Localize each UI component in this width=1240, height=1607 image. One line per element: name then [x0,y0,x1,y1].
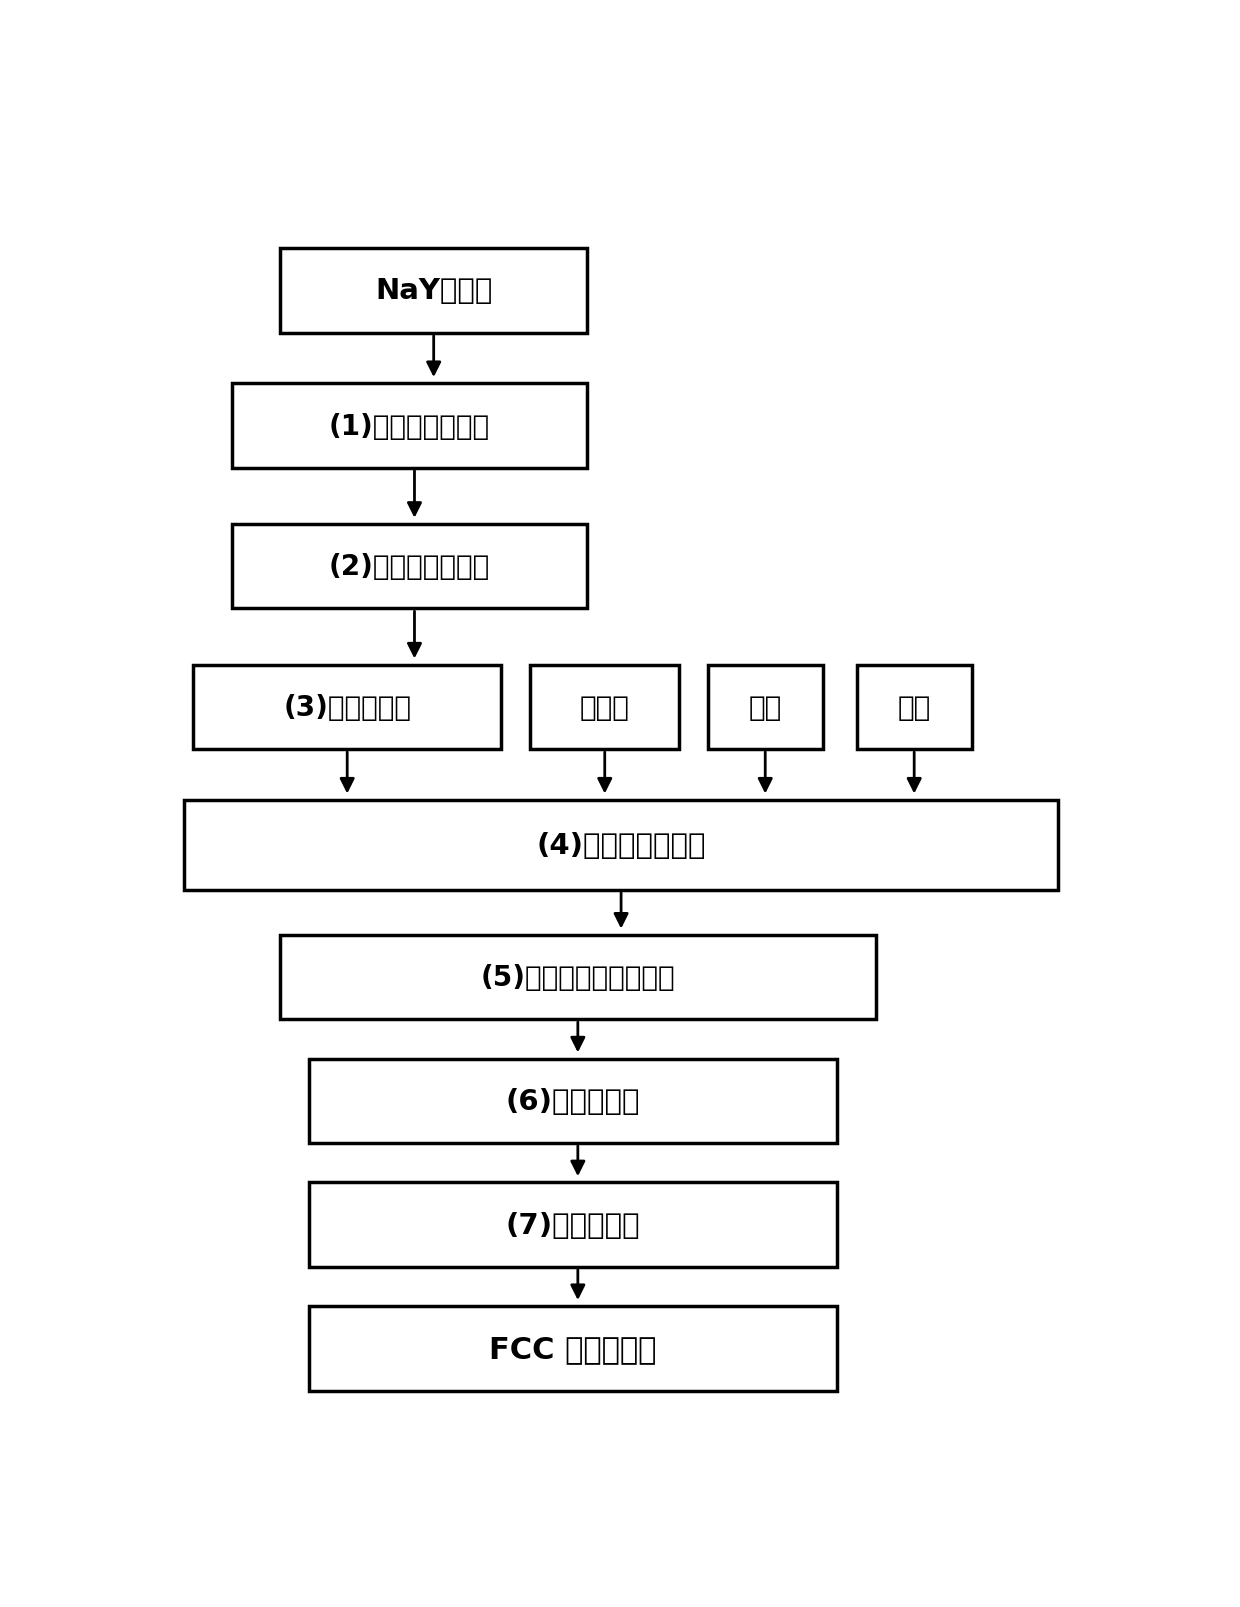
FancyBboxPatch shape [193,665,501,749]
Text: 粘接剂: 粘接剂 [579,694,629,722]
Text: (6)催化剂洗涤: (6)催化剂洗涤 [506,1088,640,1115]
Text: (2)分子筛干燥焙烧: (2)分子筛干燥焙烧 [329,553,490,580]
Text: NaY分子筛: NaY分子筛 [374,278,492,305]
Text: 盐酸: 盐酸 [898,694,931,722]
FancyBboxPatch shape [280,935,875,1020]
FancyBboxPatch shape [309,1059,837,1144]
FancyBboxPatch shape [232,384,588,469]
FancyBboxPatch shape [184,800,1059,890]
Text: 粘土: 粘土 [749,694,782,722]
FancyBboxPatch shape [708,665,823,749]
FancyBboxPatch shape [309,1183,837,1266]
Text: (4)催化剂混合浆液: (4)催化剂混合浆液 [537,831,706,860]
FancyBboxPatch shape [857,665,972,749]
FancyBboxPatch shape [309,1306,837,1392]
Text: FCC 催化剂成品: FCC 催化剂成品 [490,1334,657,1363]
FancyBboxPatch shape [232,524,588,609]
FancyBboxPatch shape [280,249,588,333]
Text: (1)分子筛交换洗涤: (1)分子筛交换洗涤 [329,413,490,440]
FancyBboxPatch shape [529,665,678,749]
Text: (3)分子筛打浆: (3)分子筛打浆 [283,694,412,722]
Text: (7)催化剂干燥: (7)催化剂干燥 [506,1212,640,1239]
Text: (5)催化剂喷雾干燥成型: (5)催化剂喷雾干燥成型 [481,964,675,992]
